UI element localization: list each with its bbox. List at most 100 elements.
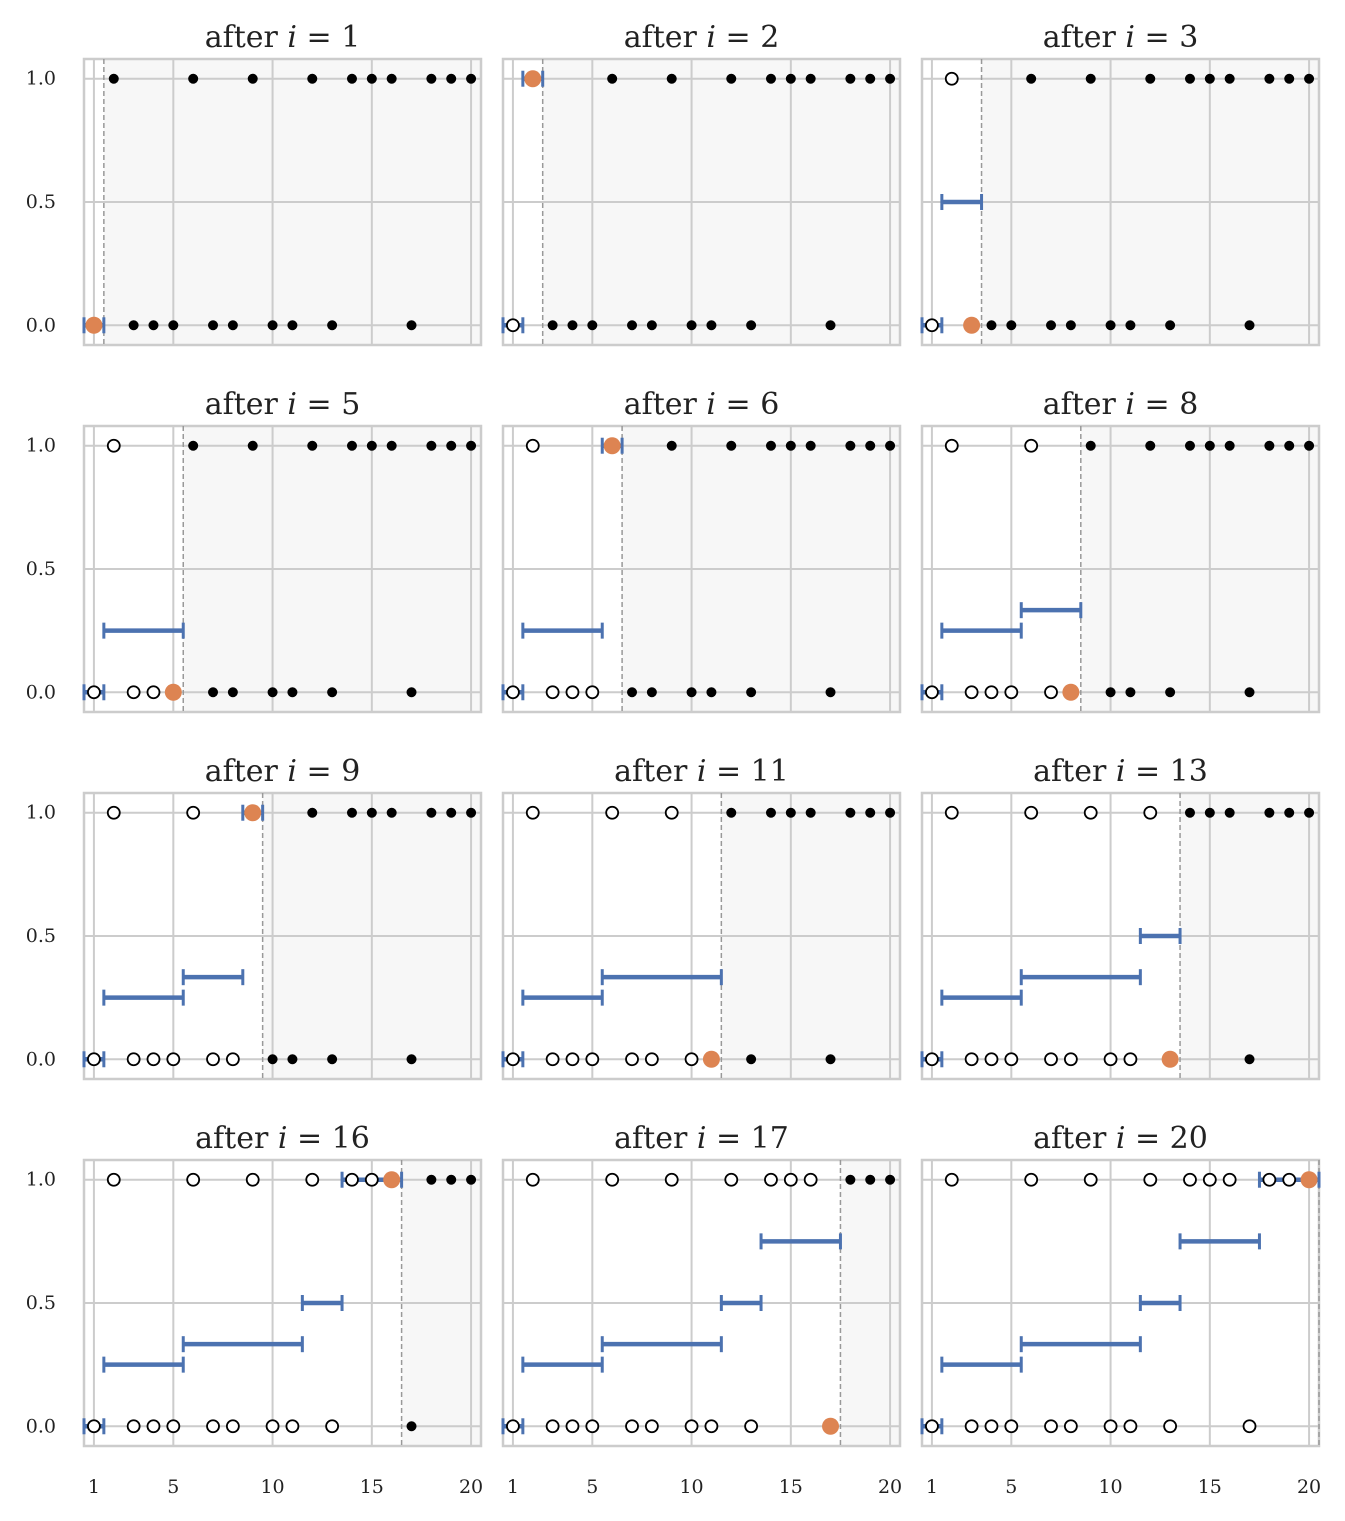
processed-point — [186, 805, 201, 820]
unprocessed-point — [208, 320, 219, 331]
unprocessed-point — [825, 320, 836, 331]
unprocessed-point — [1244, 1054, 1255, 1065]
panel-after-i-8: after i = 8 — [920, 387, 1321, 714]
x-tick-label: 5 — [586, 1476, 598, 1498]
processed-point — [1202, 1172, 1217, 1187]
unprocessed-point — [1006, 320, 1017, 331]
processed-point — [1044, 1419, 1058, 1434]
processed-point — [944, 1172, 959, 1187]
unprocessed-point — [1145, 440, 1156, 451]
unprocessed-point — [627, 320, 638, 331]
unprocessed-point — [706, 320, 717, 331]
processed-point — [585, 1052, 600, 1067]
unprocessed-point — [386, 807, 397, 818]
x-tick-label: 1 — [88, 1476, 100, 1498]
unprocessed-point — [765, 73, 776, 84]
processed-point — [525, 805, 540, 820]
unprocessed-point — [466, 807, 477, 818]
unprocessed-point — [247, 440, 258, 451]
unprocessed-point — [386, 73, 397, 84]
unprocessed-point — [567, 320, 578, 331]
panel-after-i-3: after i = 3 — [920, 20, 1321, 347]
unprocessed-point — [287, 1054, 298, 1065]
processed-point — [984, 1052, 999, 1067]
axes-frame — [82, 791, 483, 1081]
unprocessed-point — [726, 440, 737, 451]
unprocessed-point — [307, 440, 318, 451]
current-point — [244, 804, 262, 822]
panel-title: after i = 3 — [1043, 20, 1199, 55]
x-tick-label: 20 — [878, 1476, 902, 1498]
unprocessed-point — [188, 440, 199, 451]
unprocessed-point — [1165, 687, 1176, 698]
unprocessed-point — [1284, 440, 1295, 451]
y-tick-label: 1.0 — [26, 68, 56, 90]
processed-point — [783, 1172, 798, 1187]
unprocessed-point — [1105, 687, 1116, 698]
unprocessed-point — [1046, 320, 1057, 331]
current-point — [164, 683, 182, 701]
panel-after-i-13: after i = 13 — [920, 754, 1321, 1081]
panel-after-i-6: after i = 6 — [501, 387, 902, 714]
unprocessed-point — [726, 807, 737, 818]
unprocessed-point — [885, 440, 896, 451]
y-tick-label: 0.0 — [26, 681, 56, 703]
unprocessed-point — [466, 73, 477, 84]
processed-point — [545, 685, 560, 700]
y-tick-label: 1.0 — [26, 435, 56, 457]
processed-point — [605, 805, 620, 820]
processed-point — [506, 318, 520, 333]
unprocessed-point — [1026, 73, 1037, 84]
processed-point — [1143, 1172, 1158, 1187]
processed-point — [803, 1172, 818, 1187]
unprocessed-point — [227, 320, 238, 331]
processed-point — [704, 1419, 719, 1434]
unprocessed-point — [686, 320, 697, 331]
y-tick-label: 0.0 — [26, 314, 56, 336]
panel-title: after i = 20 — [1033, 1121, 1208, 1156]
y-tick-label: 0.0 — [26, 1415, 56, 1437]
unprocessed-point — [785, 440, 796, 451]
panel-title: after i = 5 — [205, 387, 361, 422]
processed-point — [525, 438, 540, 453]
unprocessed-point — [666, 440, 677, 451]
axes-frame — [501, 1158, 902, 1448]
processed-point — [146, 685, 161, 700]
unprocessed-point — [686, 687, 697, 698]
processed-point — [964, 1419, 979, 1434]
processed-point — [625, 1052, 639, 1067]
unprocessed-point — [188, 73, 199, 84]
processed-point — [984, 1419, 999, 1434]
processed-point — [684, 1052, 699, 1067]
x-tick-label: 1 — [926, 1476, 938, 1498]
y-tick-label: 0.5 — [26, 1292, 56, 1314]
unprocessed-point — [168, 320, 179, 331]
unprocessed-point — [1244, 687, 1255, 698]
unprocessed-point — [287, 687, 298, 698]
processed-point — [1262, 1172, 1277, 1187]
processed-point — [1004, 1419, 1019, 1434]
unprocessed-point — [426, 440, 437, 451]
axes-frame — [920, 57, 1321, 347]
processed-point — [285, 1419, 300, 1434]
unprocessed-point — [845, 1174, 856, 1185]
unprocessed-point — [366, 440, 377, 451]
current-point — [383, 1171, 401, 1189]
unprocessed-point — [1184, 73, 1195, 84]
processed-point — [106, 438, 121, 453]
processed-point — [944, 805, 959, 820]
unprocessed-point — [426, 807, 437, 818]
unprocessed-point — [267, 320, 278, 331]
unprocessed-point — [1304, 73, 1315, 84]
processed-point — [1063, 1052, 1078, 1067]
processed-point — [206, 1052, 220, 1067]
unprocessed-point — [986, 320, 997, 331]
processed-point — [166, 1419, 181, 1434]
unprocessed-point — [1165, 320, 1176, 331]
processed-point — [1143, 805, 1158, 820]
x-tick-label: 10 — [1098, 1476, 1122, 1498]
panel-after-i-20: after i = 201 5 10 15 20 — [920, 1121, 1321, 1498]
panel-after-i-2: after i = 2 — [501, 20, 902, 347]
unprocessed-point — [366, 807, 377, 818]
